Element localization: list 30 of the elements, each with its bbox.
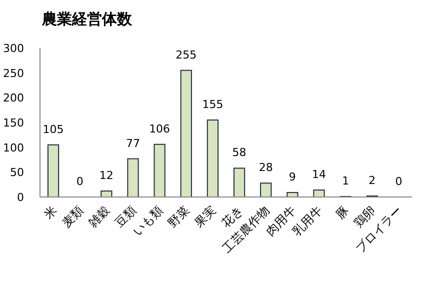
- data-label: 0: [76, 175, 84, 188]
- x-tick-label: 果実: [192, 203, 219, 230]
- data-label: 9: [288, 170, 296, 184]
- data-label: 106: [149, 122, 170, 136]
- data-label: 12: [99, 169, 114, 182]
- x-tick-label: 野菜: [165, 203, 192, 230]
- y-tick-label: 0: [17, 191, 24, 204]
- y-tick-label: 150: [3, 116, 24, 130]
- y-tick-label: 250: [3, 66, 24, 80]
- data-label: 255: [176, 48, 197, 62]
- data-label: 155: [202, 98, 224, 112]
- x-tick-label: 豚: [333, 203, 352, 222]
- x-tick-label: 鶏卵: [351, 203, 378, 230]
- data-label: 77: [126, 136, 140, 150]
- data-label: 58: [232, 146, 246, 160]
- x-tick-label: 豆類: [112, 203, 140, 230]
- x-tick-label: 雑穀: [86, 203, 113, 230]
- y-tick-label: 300: [3, 42, 24, 55]
- data-label: 0: [395, 175, 402, 188]
- data-label: 105: [42, 122, 64, 136]
- data-label: 1: [342, 174, 350, 188]
- x-tick-label: 米: [41, 203, 60, 222]
- chart-title: 農業経営体数: [41, 10, 133, 28]
- y-tick-label: 200: [3, 92, 24, 105]
- data-label: 2: [368, 174, 376, 188]
- x-tick-label: 麦類: [59, 203, 86, 230]
- data-label: 28: [258, 161, 273, 174]
- y-tick-label: 50: [10, 166, 24, 180]
- data-label: 14: [312, 168, 326, 182]
- y-tick-label: 100: [3, 141, 24, 154]
